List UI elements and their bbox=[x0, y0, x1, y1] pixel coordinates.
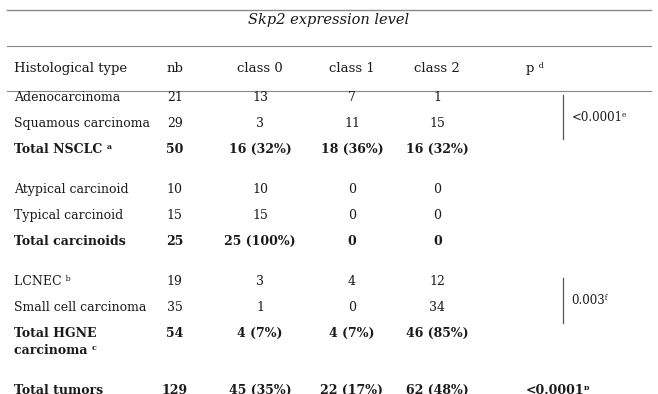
Text: 7: 7 bbox=[348, 91, 356, 104]
Text: Squamous carcinoma: Squamous carcinoma bbox=[14, 117, 150, 130]
Text: 16 (32%): 16 (32%) bbox=[406, 143, 468, 156]
Text: class 1: class 1 bbox=[329, 62, 375, 75]
Text: Total carcinoids: Total carcinoids bbox=[14, 235, 126, 248]
Text: 0.003ᶠ: 0.003ᶠ bbox=[571, 294, 607, 307]
Text: p ᵈ: p ᵈ bbox=[526, 62, 544, 75]
Text: 62 (48%): 62 (48%) bbox=[406, 384, 468, 394]
Text: 54: 54 bbox=[166, 327, 184, 340]
Text: Skp2 expression level: Skp2 expression level bbox=[249, 13, 409, 27]
Text: 18 (36%): 18 (36%) bbox=[320, 143, 384, 156]
Text: 22 (17%): 22 (17%) bbox=[320, 384, 384, 394]
Text: class 2: class 2 bbox=[415, 62, 460, 75]
Text: 10: 10 bbox=[252, 183, 268, 196]
Text: 4: 4 bbox=[348, 275, 356, 288]
Text: 1: 1 bbox=[434, 91, 442, 104]
Text: 0: 0 bbox=[433, 235, 442, 248]
Text: carcinoma ᶜ: carcinoma ᶜ bbox=[14, 344, 97, 357]
Text: 45 (35%): 45 (35%) bbox=[229, 384, 291, 394]
Text: 10: 10 bbox=[166, 183, 183, 196]
Text: 25: 25 bbox=[166, 235, 184, 248]
Text: 0: 0 bbox=[348, 183, 356, 196]
Text: 29: 29 bbox=[167, 117, 182, 130]
Text: <0.0001ᶛ: <0.0001ᶛ bbox=[526, 384, 591, 394]
Text: LCNEC ᵇ: LCNEC ᵇ bbox=[14, 275, 70, 288]
Text: nb: nb bbox=[166, 62, 183, 75]
Text: 0: 0 bbox=[348, 209, 356, 222]
Text: <0.0001ᵉ: <0.0001ᵉ bbox=[571, 111, 627, 124]
Text: 3: 3 bbox=[256, 275, 264, 288]
Text: 4 (7%): 4 (7%) bbox=[329, 327, 375, 340]
Text: 13: 13 bbox=[252, 91, 268, 104]
Text: 0: 0 bbox=[434, 209, 442, 222]
Text: Small cell carcinoma: Small cell carcinoma bbox=[14, 301, 146, 314]
Text: Histological type: Histological type bbox=[14, 62, 127, 75]
Text: 0: 0 bbox=[348, 301, 356, 314]
Text: 4 (7%): 4 (7%) bbox=[238, 327, 283, 340]
Text: Total HGNE: Total HGNE bbox=[14, 327, 96, 340]
Text: 3: 3 bbox=[256, 117, 264, 130]
Text: class 0: class 0 bbox=[237, 62, 283, 75]
Text: 15: 15 bbox=[252, 209, 268, 222]
Text: 19: 19 bbox=[166, 275, 183, 288]
Text: 34: 34 bbox=[429, 301, 445, 314]
Text: 35: 35 bbox=[166, 301, 183, 314]
Text: Typical carcinoid: Typical carcinoid bbox=[14, 209, 123, 222]
Text: Total NSCLC ᵃ: Total NSCLC ᵃ bbox=[14, 143, 113, 156]
Text: 25 (100%): 25 (100%) bbox=[224, 235, 296, 248]
Text: 129: 129 bbox=[162, 384, 188, 394]
Text: 1: 1 bbox=[256, 301, 264, 314]
Text: 46 (85%): 46 (85%) bbox=[406, 327, 468, 340]
Text: 11: 11 bbox=[344, 117, 360, 130]
Text: 21: 21 bbox=[166, 91, 183, 104]
Text: 12: 12 bbox=[430, 275, 445, 288]
Text: Adenocarcinoma: Adenocarcinoma bbox=[14, 91, 120, 104]
Text: 15: 15 bbox=[166, 209, 183, 222]
Text: 16 (32%): 16 (32%) bbox=[229, 143, 291, 156]
Text: 0: 0 bbox=[434, 183, 442, 196]
Text: 50: 50 bbox=[166, 143, 184, 156]
Text: 15: 15 bbox=[430, 117, 445, 130]
Text: Atypical carcinoid: Atypical carcinoid bbox=[14, 183, 128, 196]
Text: 0: 0 bbox=[347, 235, 357, 248]
Text: Total tumors: Total tumors bbox=[14, 384, 103, 394]
